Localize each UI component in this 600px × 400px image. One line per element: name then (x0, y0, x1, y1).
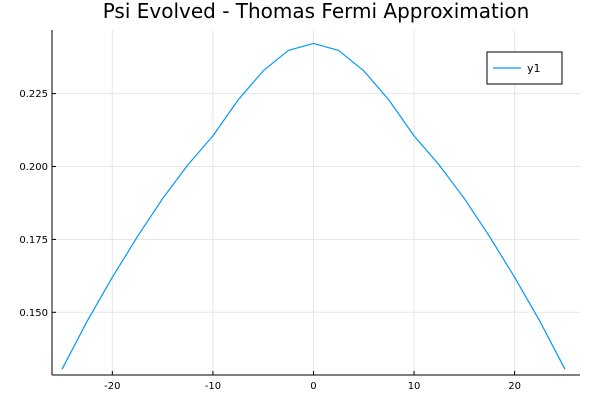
grid (52, 30, 580, 375)
legend: y1 (486, 51, 563, 85)
y-tick-label: 0.175 (19, 235, 48, 246)
series-line-y1 (61, 42, 566, 370)
x-tick-label: 0 (310, 381, 316, 392)
x-tick-label: 10 (408, 381, 421, 392)
y-tick-label: 0.150 (19, 308, 48, 319)
legend-label: y1 (527, 62, 541, 75)
series (61, 42, 566, 370)
x-tick-label: -10 (205, 381, 221, 392)
axes (51, 30, 580, 376)
x-tick-label: 20 (508, 381, 521, 392)
y-tick-label: 0.225 (19, 89, 48, 100)
chart-title: Psi Evolved - Thomas Fermi Approximation (103, 0, 530, 23)
ticks: -20 -10 0 10 20 0.150 0.175 0.200 0.225 (19, 89, 521, 392)
x-tick-label: -20 (104, 381, 120, 392)
y-tick-label: 0.200 (19, 162, 48, 173)
